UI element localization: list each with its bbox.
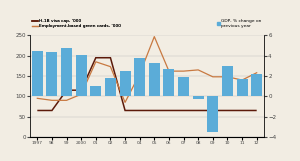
Bar: [222, 66, 233, 96]
Bar: [46, 52, 57, 96]
Bar: [120, 71, 130, 96]
Bar: [207, 96, 218, 132]
Bar: [149, 63, 160, 96]
Bar: [237, 79, 248, 96]
Bar: [76, 55, 87, 96]
Bar: [251, 74, 262, 96]
Bar: [105, 78, 116, 96]
Legend: H-1B visa cap, ’000, Employment-based green cards, ’000: H-1B visa cap, ’000, Employment-based gr…: [32, 19, 121, 28]
Legend: GDP, % change on
previous year: GDP, % change on previous year: [217, 19, 262, 28]
Bar: [134, 58, 145, 96]
Bar: [61, 48, 72, 96]
Bar: [164, 69, 174, 96]
Bar: [178, 77, 189, 96]
Bar: [32, 51, 43, 96]
Bar: [90, 86, 101, 96]
Bar: [193, 96, 204, 99]
